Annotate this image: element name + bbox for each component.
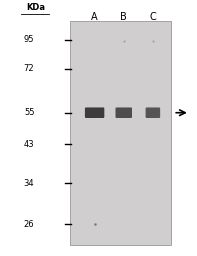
FancyBboxPatch shape (70, 21, 171, 244)
Text: B: B (120, 12, 127, 22)
FancyBboxPatch shape (115, 108, 132, 118)
FancyBboxPatch shape (146, 108, 160, 118)
FancyBboxPatch shape (85, 108, 104, 118)
Text: 43: 43 (24, 140, 34, 149)
Text: 55: 55 (24, 108, 34, 117)
Text: C: C (150, 12, 156, 22)
Text: 95: 95 (24, 35, 34, 44)
Text: KDa: KDa (26, 3, 45, 12)
Text: 72: 72 (24, 64, 34, 73)
Text: 26: 26 (24, 220, 34, 229)
Text: 34: 34 (24, 178, 34, 188)
Text: A: A (91, 12, 98, 22)
